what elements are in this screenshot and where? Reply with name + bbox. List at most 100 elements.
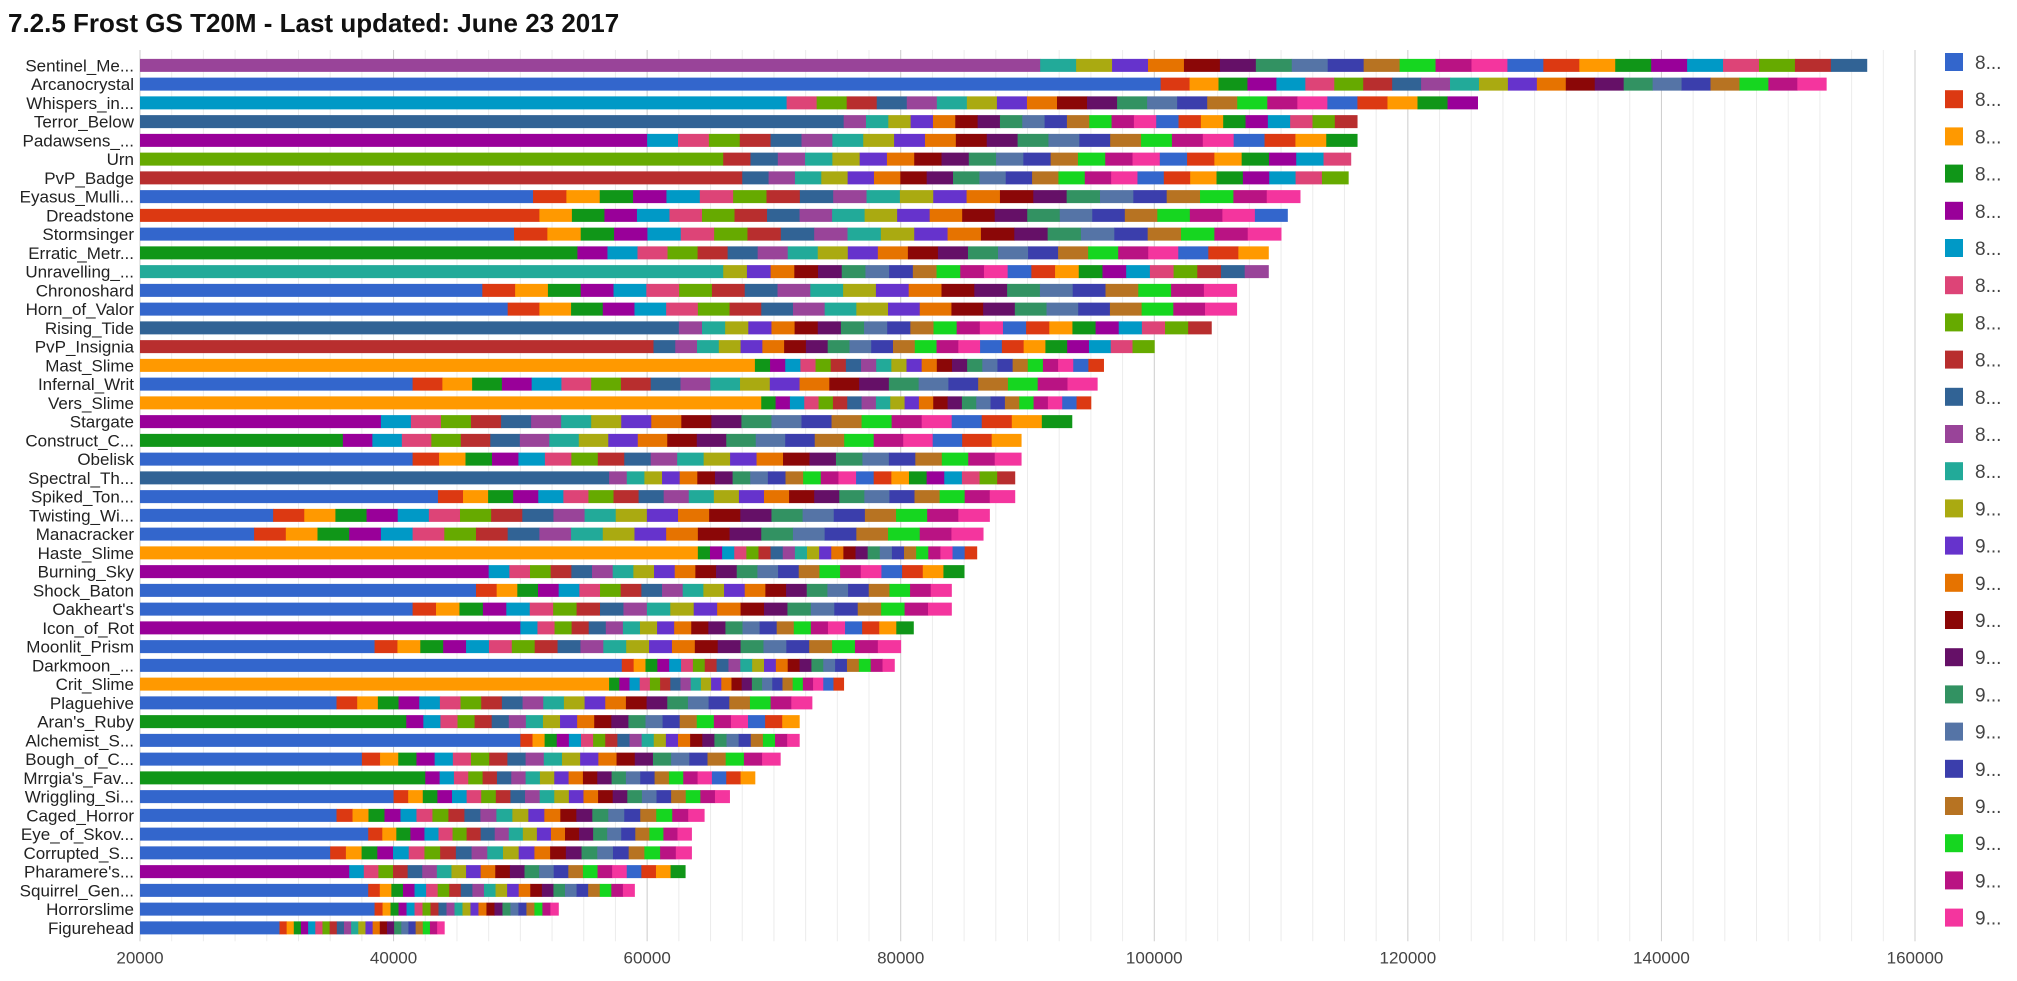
bar-segment[interactable] (393, 865, 409, 879)
bar-segment[interactable] (679, 471, 698, 485)
bar-segment[interactable] (455, 846, 472, 860)
bar-segment[interactable] (343, 921, 352, 935)
bar-segment[interactable] (1165, 321, 1189, 335)
bar-segment[interactable] (372, 921, 381, 935)
bar-segment[interactable] (140, 433, 344, 447)
bar-segment[interactable] (486, 902, 495, 916)
bar-segment[interactable] (401, 433, 432, 447)
bar-segment[interactable] (801, 415, 832, 429)
bar-segment[interactable] (508, 715, 527, 729)
bar-segment[interactable] (1147, 227, 1182, 241)
bar-segment[interactable] (960, 265, 985, 279)
bar-segment[interactable] (951, 358, 968, 372)
bar-segment[interactable] (605, 621, 624, 635)
bar-segment[interactable] (561, 752, 581, 766)
bar-segment[interactable] (677, 827, 692, 841)
legend-swatch[interactable] (1945, 201, 1963, 220)
bar-segment[interactable] (629, 733, 643, 747)
bar-segment[interactable] (726, 733, 740, 747)
bar-segment[interactable] (465, 452, 493, 466)
bar-segment[interactable] (1007, 283, 1041, 297)
bar-segment[interactable] (891, 358, 907, 372)
bar-segment[interactable] (140, 152, 724, 166)
bar-segment[interactable] (859, 377, 890, 391)
bar-segment[interactable] (502, 902, 511, 916)
bar-segment[interactable] (1062, 396, 1077, 410)
bar-segment[interactable] (764, 490, 790, 504)
bar-segment[interactable] (604, 208, 638, 222)
bar-segment[interactable] (936, 96, 968, 110)
bar-segment[interactable] (522, 827, 538, 841)
bar-segment[interactable] (436, 865, 452, 879)
bar-segment[interactable] (491, 715, 510, 729)
bar-segment[interactable] (952, 546, 966, 560)
bar-segment[interactable] (506, 602, 531, 616)
bar-segment[interactable] (750, 152, 779, 166)
bar-segment[interactable] (964, 546, 978, 560)
bar-segment[interactable] (617, 733, 630, 747)
bar-segment[interactable] (1002, 321, 1027, 335)
bar-segment[interactable] (1156, 115, 1179, 129)
bar-segment[interactable] (1105, 152, 1133, 166)
bar-segment[interactable] (1147, 96, 1178, 110)
legend-label[interactable]: 8... (1975, 127, 2001, 148)
bar-segment[interactable] (308, 921, 316, 935)
bar-segment[interactable] (1326, 133, 1358, 147)
bar-segment[interactable] (439, 696, 461, 710)
bar-segment[interactable] (1218, 77, 1248, 91)
bar-segment[interactable] (697, 302, 730, 316)
bar-segment[interactable] (471, 846, 488, 860)
bar-segment[interactable] (714, 471, 733, 485)
bar-segment[interactable] (480, 865, 496, 879)
bar-segment[interactable] (764, 602, 788, 616)
bar-segment[interactable] (800, 358, 816, 372)
bar-segment[interactable] (1166, 190, 1201, 204)
bar-segment[interactable] (654, 771, 670, 785)
bar-segment[interactable] (382, 827, 397, 841)
bar-segment[interactable] (460, 433, 491, 447)
bar-segment[interactable] (886, 152, 915, 166)
bar-segment[interactable] (412, 452, 440, 466)
bar-segment[interactable] (481, 696, 503, 710)
bar-segment[interactable] (814, 490, 840, 504)
bar-segment[interactable] (561, 415, 592, 429)
bar-segment[interactable] (1266, 190, 1301, 204)
bar-segment[interactable] (1321, 171, 1349, 185)
bar-segment[interactable] (681, 415, 712, 429)
bar-segment[interactable] (554, 771, 569, 785)
legend-swatch[interactable] (1945, 648, 1963, 667)
bar-segment[interactable] (633, 565, 655, 579)
bar-segment[interactable] (907, 246, 939, 260)
bar-segment[interactable] (1005, 171, 1033, 185)
bar-segment[interactable] (649, 677, 661, 691)
bar-segment[interactable] (487, 846, 504, 860)
bar-segment[interactable] (896, 508, 928, 522)
bar-segment[interactable] (888, 377, 920, 391)
bar-segment[interactable] (507, 302, 540, 316)
bar-segment[interactable] (1110, 340, 1133, 354)
bar-segment[interactable] (928, 546, 941, 560)
bar-segment[interactable] (1058, 358, 1074, 372)
bar-segment[interactable] (1066, 115, 1090, 129)
bar-segment[interactable] (518, 846, 535, 860)
legend-swatch[interactable] (1945, 387, 1963, 406)
bar-segment[interactable] (652, 752, 672, 766)
bar-segment[interactable] (734, 546, 747, 560)
bar-segment[interactable] (1087, 96, 1118, 110)
bar-segment[interactable] (645, 715, 663, 729)
bar-segment[interactable] (813, 677, 824, 691)
bar-segment[interactable] (937, 246, 969, 260)
bar-segment[interactable] (680, 677, 692, 691)
bar-segment[interactable] (711, 415, 742, 429)
bar-segment[interactable] (742, 621, 760, 635)
bar-segment[interactable] (1133, 115, 1157, 129)
bar-segment[interactable] (646, 508, 679, 522)
bar-segment[interactable] (926, 171, 954, 185)
bar-segment[interactable] (928, 602, 952, 616)
bar-segment[interactable] (1047, 396, 1063, 410)
bar-segment[interactable] (619, 677, 630, 691)
bar-segment[interactable] (437, 921, 445, 935)
bar-segment[interactable] (1118, 246, 1149, 260)
bar-segment[interactable] (437, 490, 464, 504)
bar-segment[interactable] (871, 340, 894, 354)
